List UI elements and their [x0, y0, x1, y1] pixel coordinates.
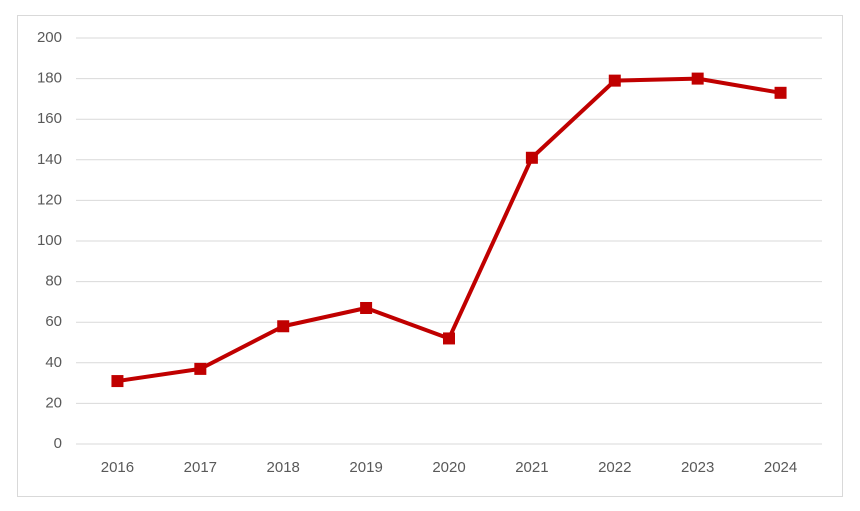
y-tick-label: 20: [45, 394, 62, 411]
data-marker: [194, 362, 207, 375]
chart-border: [17, 15, 843, 497]
x-tick-label: 2023: [681, 459, 714, 476]
y-tick-label: 100: [37, 232, 62, 249]
data-marker: [111, 375, 124, 388]
x-tick-label: 2017: [184, 459, 217, 476]
x-tick-label: 2016: [101, 459, 134, 476]
y-tick-label: 160: [37, 110, 62, 127]
x-tick-label: 2018: [267, 459, 300, 476]
x-tick-label: 2019: [349, 459, 382, 476]
data-marker: [691, 72, 704, 85]
x-tick-label: 2022: [598, 459, 631, 476]
y-tick-label: 200: [37, 29, 62, 46]
x-tick-label: 2024: [764, 459, 797, 476]
y-tick-label: 0: [54, 435, 62, 452]
y-tick-label: 60: [45, 313, 62, 330]
y-tick-label: 40: [45, 354, 62, 371]
y-tick-label: 120: [37, 191, 62, 208]
y-tick-label: 140: [37, 151, 62, 168]
y-tick-label: 80: [45, 273, 62, 290]
data-marker: [608, 74, 621, 87]
data-marker: [277, 320, 290, 333]
y-tick-label: 180: [37, 70, 62, 87]
data-marker: [443, 332, 455, 345]
data-marker: [774, 86, 787, 99]
data-marker: [525, 151, 538, 164]
data-marker: [360, 301, 373, 314]
x-tick-label: 2021: [515, 459, 548, 476]
x-tick-label: 2020: [432, 459, 465, 476]
